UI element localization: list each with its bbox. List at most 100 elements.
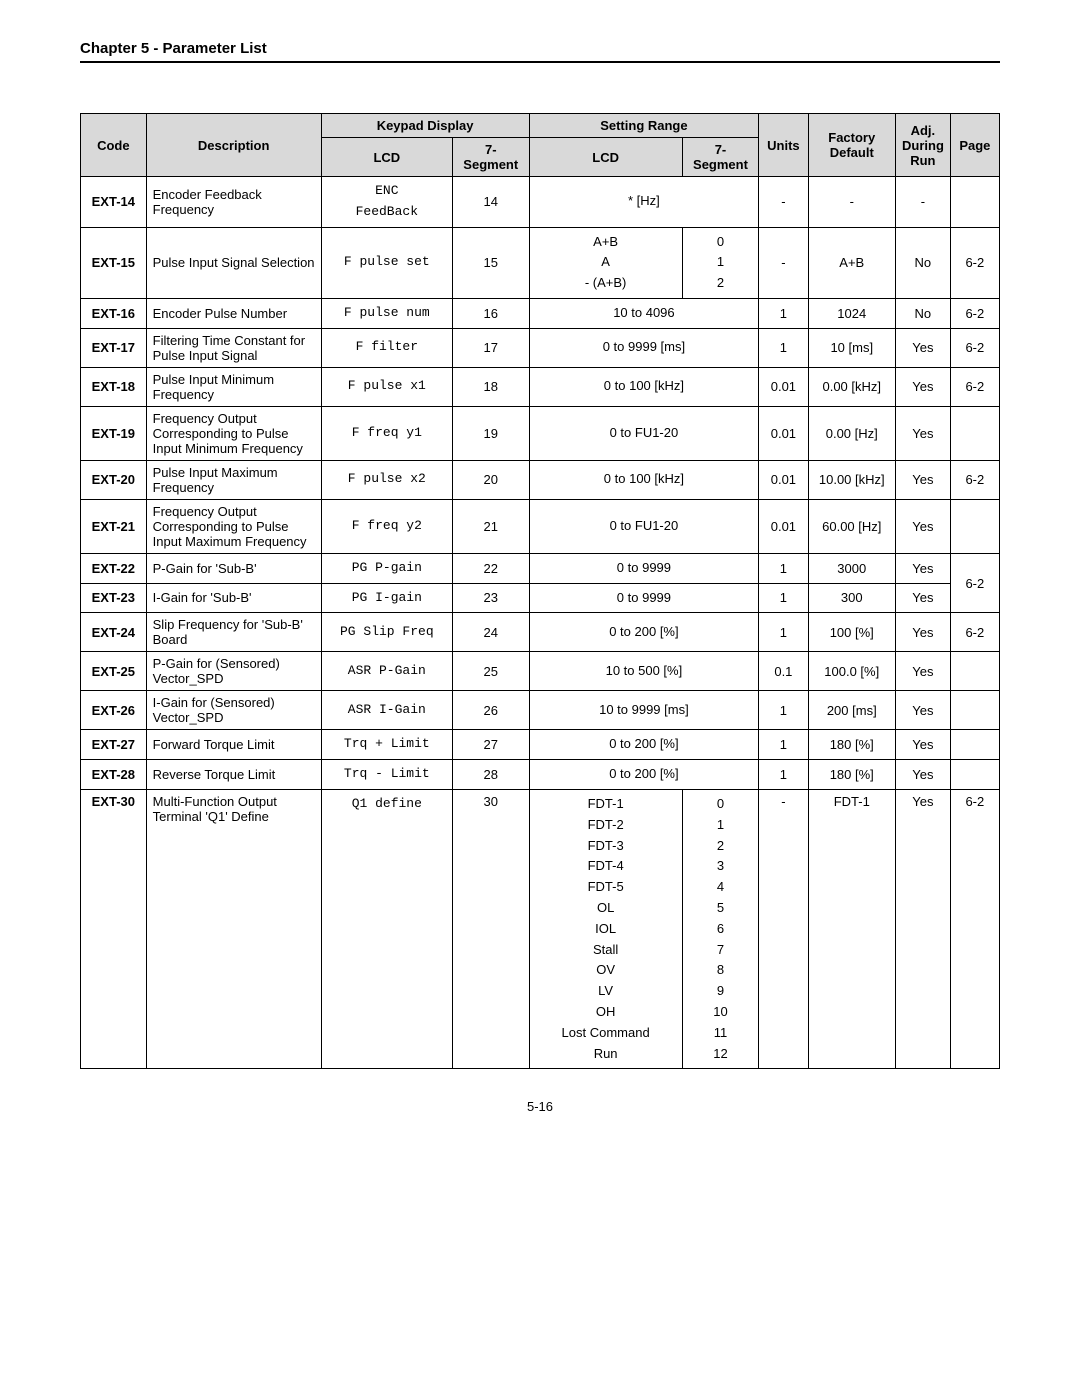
cell-adj-during-run: Yes [896,553,951,583]
header-lcd-2: LCD [529,138,682,177]
cell-adj-during-run: No [896,227,951,298]
cell-keypad-lcd: F pulse set [321,227,452,298]
header-7seg-1: 7-Segment [452,138,529,177]
cell-keypad-7seg: 22 [452,553,529,583]
cell-adj-during-run: Yes [896,328,951,367]
cell-description: Encoder Pulse Number [146,298,321,328]
cell-page: 6-2 [950,328,999,367]
chapter-title: Chapter 5 - Parameter List [80,40,1000,63]
table-row: EXT-22P-Gain for 'Sub-B'PG P-gain220 to … [81,553,1000,583]
cell-keypad-lcd: Trq - Limit [321,760,452,790]
cell-page: 6-2 [950,367,999,406]
cell-description: Frequency Output Corresponding to Pulse … [146,499,321,553]
table-row: EXT-19Frequency Output Corresponding to … [81,406,1000,460]
header-page: Page [950,114,999,177]
header-code: Code [81,114,147,177]
table-body: EXT-14Encoder Feedback FrequencyENCFeedB… [81,177,1000,1069]
cell-units: 1 [759,553,808,583]
cell-code: EXT-16 [81,298,147,328]
cell-code: EXT-25 [81,652,147,691]
cell-units: - [759,227,808,298]
cell-setting-range: 0 to 9999 [ms] [529,328,759,367]
cell-units: 0.01 [759,499,808,553]
cell-factory-default: 100.0 [%] [808,652,896,691]
cell-code: EXT-28 [81,760,147,790]
cell-units: 0.01 [759,406,808,460]
cell-page: 6-2 [950,227,999,298]
cell-keypad-7seg: 26 [452,691,529,730]
cell-keypad-7seg: 14 [452,177,529,228]
cell-keypad-7seg: 24 [452,613,529,652]
cell-page: 6-2 [950,460,999,499]
cell-units: 1 [759,730,808,760]
cell-description: Frequency Output Corresponding to Pulse … [146,406,321,460]
cell-keypad-lcd: Trq + Limit [321,730,452,760]
cell-factory-default: 3000 [808,553,896,583]
cell-keypad-7seg: 23 [452,583,529,613]
table-row: EXT-28Reverse Torque LimitTrq - Limit280… [81,760,1000,790]
cell-keypad-lcd: F freq y1 [321,406,452,460]
cell-keypad-lcd: PG Slip Freq [321,613,452,652]
cell-factory-default: FDT-1 [808,789,896,1068]
cell-keypad-lcd: ENCFeedBack [321,177,452,228]
cell-description: P-Gain for 'Sub-B' [146,553,321,583]
cell-code: EXT-30 [81,789,147,1068]
cell-keypad-7seg: 18 [452,367,529,406]
cell-page [950,499,999,553]
cell-code: EXT-18 [81,367,147,406]
table-row: EXT-14Encoder Feedback FrequencyENCFeedB… [81,177,1000,228]
cell-keypad-7seg: 28 [452,760,529,790]
cell-factory-default: A+B [808,227,896,298]
cell-factory-default: 60.00 [Hz] [808,499,896,553]
cell-factory-default: 100 [%] [808,613,896,652]
cell-adj-during-run: Yes [896,789,951,1068]
table-row: EXT-16Encoder Pulse NumberF pulse num161… [81,298,1000,328]
cell-keypad-7seg: 30 [452,789,529,1068]
cell-adj-during-run: - [896,177,951,228]
cell-adj-during-run: Yes [896,460,951,499]
cell-factory-default: 300 [808,583,896,613]
cell-setting-range: 0 to 100 [kHz] [529,367,759,406]
cell-setting-7seg: 0123456789101112 [682,789,759,1068]
table-row: EXT-20Pulse Input Maximum FrequencyF pul… [81,460,1000,499]
cell-page: 6-2 [950,789,999,1068]
cell-description: Filtering Time Constant for Pulse Input … [146,328,321,367]
header-factory-default: Factory Default [808,114,896,177]
cell-code: EXT-17 [81,328,147,367]
table-row: EXT-25P-Gain for (Sensored) Vector_SPDAS… [81,652,1000,691]
cell-code: EXT-26 [81,691,147,730]
cell-page: 6-2 [950,553,999,613]
cell-code: EXT-23 [81,583,147,613]
header-setting-range: Setting Range [529,114,759,138]
table-row: EXT-30Multi-Function Output Terminal 'Q1… [81,789,1000,1068]
cell-code: EXT-15 [81,227,147,298]
header-lcd-1: LCD [321,138,452,177]
cell-setting-range: 10 to 500 [%] [529,652,759,691]
cell-units: - [759,177,808,228]
cell-keypad-7seg: 17 [452,328,529,367]
cell-keypad-lcd: ASR P-Gain [321,652,452,691]
cell-code: EXT-22 [81,553,147,583]
cell-adj-during-run: Yes [896,760,951,790]
cell-factory-default: 1024 [808,298,896,328]
parameter-table: Code Description Keypad Display Setting … [80,113,1000,1069]
cell-units: 0.01 [759,367,808,406]
cell-keypad-lcd: ASR I-Gain [321,691,452,730]
cell-units: 1 [759,298,808,328]
cell-factory-default: 10 [ms] [808,328,896,367]
cell-factory-default: 180 [%] [808,760,896,790]
cell-keypad-7seg: 15 [452,227,529,298]
cell-setting-range: 0 to 200 [%] [529,613,759,652]
cell-units: 1 [759,613,808,652]
cell-setting-range: 0 to 200 [%] [529,730,759,760]
table-header: Code Description Keypad Display Setting … [81,114,1000,177]
cell-description: Pulse Input Signal Selection [146,227,321,298]
cell-units: 1 [759,583,808,613]
table-row: EXT-26I-Gain for (Sensored) Vector_SPDAS… [81,691,1000,730]
header-description: Description [146,114,321,177]
cell-code: EXT-27 [81,730,147,760]
cell-code: EXT-14 [81,177,147,228]
cell-description: Pulse Input Minimum Frequency [146,367,321,406]
cell-keypad-lcd: Q1 define [321,789,452,1068]
cell-page [950,177,999,228]
